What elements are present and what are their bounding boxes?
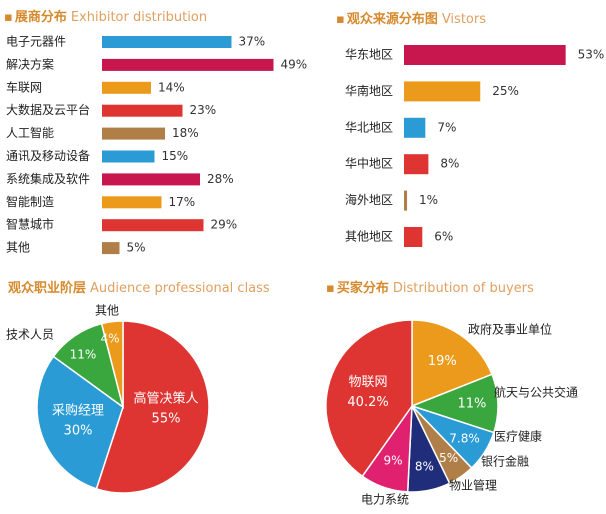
data-label: 29% [211, 218, 238, 232]
bar [102, 127, 165, 140]
bar [102, 104, 183, 117]
slice-label: 政府及事业单位 [468, 322, 552, 337]
category-label: 系统集成及软件 [6, 171, 90, 186]
audience-pie-chart: 高管决策人 55% 采购经理 30% 11%4% 技术人员 其他 [6, 304, 210, 494]
data-label: 1% [419, 193, 438, 207]
slice-value: 11% [458, 397, 487, 412]
category-label: 智慧城市 [6, 217, 54, 232]
slice-label: 其他 [95, 304, 119, 318]
slice-label: 电力系统 [361, 493, 409, 507]
pie-slice [95, 320, 210, 494]
data-label: 14% [158, 80, 185, 94]
bar [102, 196, 162, 209]
title-en: Exhibitor distribution [70, 10, 208, 25]
bar [102, 36, 232, 48]
bar [102, 173, 200, 186]
slice-label: 银行金融 [481, 454, 529, 469]
pie-slice [411, 319, 493, 408]
slice-value: 5% [439, 451, 458, 465]
slice-value: 55% [152, 412, 181, 427]
slice-value: 9% [384, 453, 403, 467]
visitors-section-title: ▪ 观众来源分布图 Vistors [336, 8, 486, 27]
bar [102, 58, 274, 71]
title-en: Audience professional class [90, 281, 270, 296]
category-label: 人工智能 [6, 125, 54, 140]
slice-value: 4% [100, 332, 119, 346]
exhibitor-bar-chart: 电子元器件 37% 解决方案 49% 车联网 14% 大数据及云平台 23% 人工智能 18% 通讯… [6, 35, 307, 255]
slice-value: 7.8% [449, 431, 480, 445]
title-en: Vistors [441, 12, 486, 27]
data-label: 49% [281, 57, 308, 71]
data-label: 53% [578, 48, 605, 62]
bar [102, 150, 155, 163]
title-cn: 观众职业阶层 [8, 281, 87, 296]
slice-label: 航天与公共交通 [494, 385, 578, 400]
exhibitor-section-title: ▪ 展商分布 Exhibitor distribution [4, 6, 207, 25]
data-label: 6% [434, 230, 453, 244]
slice-value: 19% [428, 354, 457, 369]
bar [404, 45, 566, 65]
category-label: 华东地区 [345, 48, 393, 62]
buyers-pie-chart: 19% 11% 7.8% 5% 8% 9% 物联网 40.2% 政府及事业单位航天与公共交通医疗… [325, 319, 578, 507]
category-label: 华南地区 [345, 83, 393, 98]
title-cn: 买家分布 [336, 281, 389, 296]
category-label: 智能制造 [6, 194, 54, 209]
title-bullet: ▪ [336, 12, 345, 27]
slice-label: 采购经理 [52, 403, 104, 419]
category-label: 解决方案 [6, 56, 54, 71]
title-bullet: ▪ [326, 281, 335, 296]
category-label: 车联网 [6, 79, 42, 94]
slice-value: 11% [70, 348, 97, 362]
slice-label: 高管决策人 [133, 391, 198, 407]
bar [102, 242, 120, 255]
title-bullet: ▪ [4, 10, 13, 25]
bar [102, 219, 204, 232]
data-label: 5% [127, 241, 146, 255]
slice-value: 40.2% [347, 395, 388, 410]
title-cn: 展商分布 [14, 10, 67, 25]
data-label: 23% [190, 103, 217, 117]
data-label: 15% [162, 149, 189, 163]
slice-label: 医疗健康 [494, 429, 542, 444]
bar [404, 117, 426, 138]
data-label: 28% [207, 172, 234, 186]
category-label: 其他 [6, 241, 30, 255]
title-cn: 观众来源分布图 [346, 12, 438, 27]
bar [404, 190, 408, 211]
slice-value: 30% [64, 424, 93, 439]
slice-label: 物联网 [349, 375, 388, 390]
category-label: 其他地区 [345, 230, 393, 244]
data-label: 37% [239, 35, 266, 49]
data-label: 25% [492, 84, 519, 98]
slice-label: 物业管理 [449, 478, 497, 493]
buyers-section-title: ▪ 买家分布 Distribution of buyers [326, 277, 534, 296]
bar [404, 81, 481, 102]
data-label: 17% [169, 195, 196, 209]
title-en: Distribution of buyers [392, 281, 534, 296]
visitors-bar-chart: 华东地区 53% 华南地区 25% 华北地区 7% 华中地区 8% 海外地区 1% 其他地区 6% [345, 45, 604, 247]
bar [404, 227, 423, 247]
category-label: 华北地区 [345, 120, 393, 134]
audience-section-title: 观众职业阶层 Audience professional class [6, 277, 270, 296]
category-label: 电子元器件 [6, 35, 66, 49]
pie-slice [36, 355, 124, 490]
pie-slice [100, 320, 124, 408]
bar [102, 81, 151, 94]
data-label: 8% [440, 157, 459, 171]
data-label: 7% [437, 120, 456, 134]
category-label: 华中地区 [345, 156, 393, 171]
data-label: 18% [172, 126, 199, 140]
category-label: 海外地区 [345, 192, 393, 207]
slice-label: 技术人员 [6, 328, 54, 342]
category-label: 通讯及移动设备 [6, 149, 90, 163]
pie-slice [325, 319, 413, 478]
slice-value: 8% [415, 459, 434, 473]
category-label: 大数据及云平台 [6, 102, 90, 117]
bar [404, 154, 429, 175]
